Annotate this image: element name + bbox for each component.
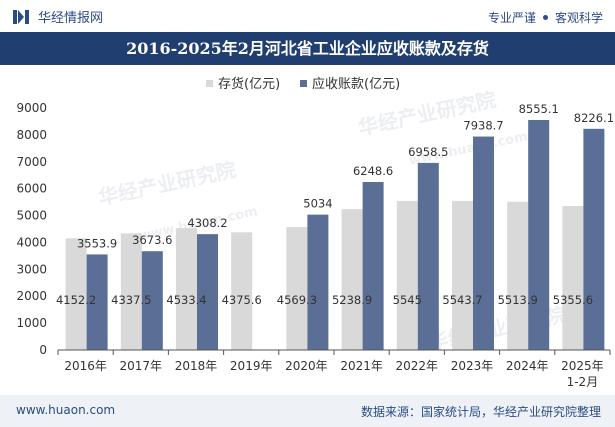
bar-receivables: [473, 136, 494, 350]
bar-receivables: [86, 254, 108, 350]
legend-swatch-1: [206, 80, 213, 87]
x-tick-label: 2020年: [285, 359, 328, 373]
data-label-inventory: 5545: [393, 293, 422, 307]
chart-legend: 存货(亿元) 应收账款(亿元): [206, 76, 400, 92]
bars-layer: [65, 119, 605, 351]
x-tick-label: 2025年: [561, 359, 604, 373]
footer-website: www.huaon.com: [16, 403, 116, 417]
legend-label-1: 存货(亿元): [218, 76, 280, 92]
data-label-receivables: 3553.9: [77, 236, 117, 250]
bar-receivables: [417, 162, 439, 350]
x-tick-label: 2022年: [396, 359, 439, 373]
x-tick-label: 2019年: [230, 359, 273, 373]
x-tick-label: 1-2月: [567, 375, 599, 389]
bar-inventory: [452, 200, 473, 350]
data-label-receivables: 8226.1: [574, 111, 614, 125]
data-label-inventory: 5355.6: [553, 293, 593, 307]
bar-receivables: [307, 214, 329, 350]
data-label-inventory: 4569.3: [277, 293, 317, 307]
x-tick-label: 2021年: [340, 359, 383, 373]
data-label-receivables: 6248.6: [353, 164, 393, 178]
footer-source: 数据来源：国家统计局，华经产业研究院整理: [360, 405, 601, 419]
data-label-inventory: 4337.5: [111, 293, 151, 307]
data-labels-layer: 4152.2 3553.9 4337.5 3673.6 4533.4 4308.2 4375…: [56, 102, 614, 307]
bar-inventory: [396, 200, 418, 350]
y-tick-label: 3000: [16, 262, 47, 276]
bar-inventory: [120, 233, 142, 350]
brand-name: 华经情报网: [38, 11, 104, 26]
data-label-inventory: 4533.4: [166, 293, 206, 307]
x-axis: 2016年 2017年 2018年 2019年 2020年 2021年 2022年 2023年…: [57, 349, 611, 389]
data-label-receivables: 4308.2: [187, 216, 227, 230]
footer: www.huaon.com 数据来源：国家统计局，华经产业研究院整理: [0, 395, 615, 427]
data-label-receivables: 8555.1: [519, 102, 559, 116]
data-label-inventory: 5543.7: [442, 293, 482, 307]
slogan-left: 专业严谨: [487, 11, 536, 25]
top-bar: 华经情报网 专业严谨 客观科学: [0, 0, 615, 32]
y-tick-label: 8000: [16, 128, 47, 142]
y-tick-label: 4000: [16, 235, 47, 249]
y-tick-label: 1000: [16, 316, 47, 330]
legend-swatch-2: [300, 80, 307, 87]
bar-receivables: [528, 119, 550, 351]
bar-inventory: [65, 238, 87, 350]
data-label-receivables: 6958.5: [408, 145, 448, 159]
data-label-receivables: 3673.6: [132, 233, 172, 247]
y-tick-label: 7000: [16, 155, 47, 169]
x-tick-label: 2023年: [451, 359, 494, 373]
bar-inventory: [507, 201, 529, 350]
legend-label-2: 应收账款(亿元): [312, 76, 400, 92]
data-label-inventory: 4152.2: [56, 293, 96, 307]
data-label-receivables: 5034: [303, 197, 332, 211]
bar-receivables: [141, 251, 163, 350]
x-tick-label: 2018年: [175, 359, 218, 373]
y-tick-label: 0: [39, 343, 47, 357]
bar-receivables: [583, 128, 605, 350]
x-tick-label: 2024年: [506, 359, 549, 373]
brand: 华经情报网: [12, 7, 103, 26]
data-label-inventory: 4375.6: [222, 293, 262, 307]
bar-inventory: [286, 227, 308, 350]
data-label-inventory: 5238.9: [332, 293, 372, 307]
y-tick-label: 6000: [16, 182, 47, 196]
bar-inventory: [341, 209, 363, 350]
y-tick-label: 5000: [16, 209, 47, 223]
watermark-text: 华经产业研究院: [96, 157, 238, 210]
y-tick-label: 2000: [16, 289, 47, 303]
bar-inventory: [176, 228, 197, 350]
y-axis: 0 1000 2000 3000 4000 5000 6000 7000 8000 9000: [16, 101, 47, 357]
bar-inventory: [562, 205, 584, 350]
data-label-inventory: 5513.9: [498, 293, 538, 307]
bar-receivables: [362, 181, 384, 350]
bar-inventory: [231, 232, 253, 350]
bar-chart: 华经产业研究院华经产业研究院华经产业研究院www.huaon.comwww.hu…: [16, 76, 614, 389]
x-tick-label: 2016年: [64, 359, 107, 373]
chart-title: 2016-2025年2月河北省工业企业应收账款及存货: [0, 32, 615, 65]
bar-receivables: [197, 234, 218, 350]
slogan-right: 客观科学: [554, 11, 603, 25]
data-label-receivables: 7938.7: [463, 119, 503, 133]
brand-logo-icon: [13, 9, 29, 24]
y-tick-label: 9000: [16, 101, 47, 115]
slogan-dot-icon: [542, 15, 548, 20]
slogan: 专业严谨 客观科学: [488, 9, 603, 26]
x-tick-label: 2017年: [120, 359, 163, 373]
